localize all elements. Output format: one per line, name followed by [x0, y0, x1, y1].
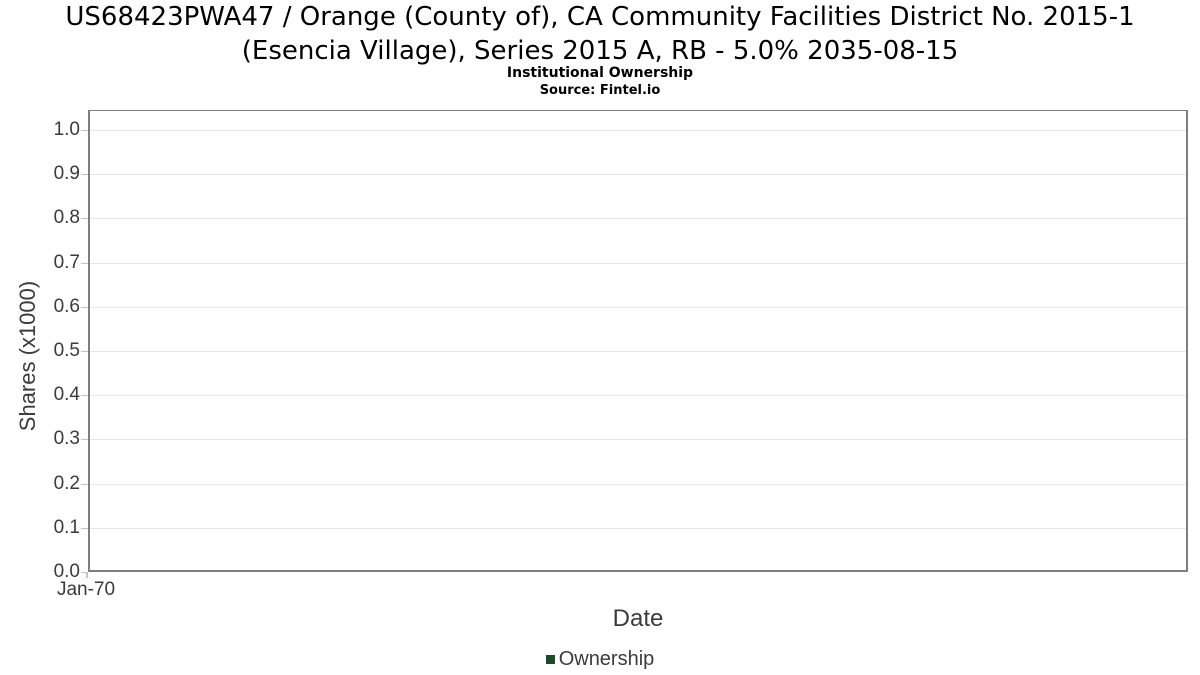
y-tick-label: 0.2 [53, 473, 80, 494]
gridline [90, 395, 1186, 396]
y-tick-mark [81, 130, 88, 131]
x-tick-label: Jan-70 [56, 579, 116, 600]
y-tick-mark [81, 572, 88, 573]
chart-title-line1: US68423PWA47 / Orange (County of), CA Co… [65, 2, 1135, 32]
legend-label: Ownership [558, 648, 655, 670]
y-tick-mark [81, 263, 88, 264]
y-tick-label: 0.5 [53, 340, 80, 361]
y-tick-mark [81, 528, 88, 529]
y-tick-mark [81, 484, 88, 485]
y-tick-label: 0.7 [53, 252, 80, 273]
chart-source-note: Source: Fintel.io [539, 83, 661, 98]
y-tick-mark [81, 174, 88, 175]
y-tick-mark [81, 218, 88, 219]
x-axis-label: Date [612, 605, 664, 632]
gridline [90, 484, 1186, 485]
y-tick-label: 0.9 [53, 163, 80, 184]
chart-title-line2: (Esencia Village), Series 2015 A, RB - 5… [241, 36, 959, 66]
gridline [90, 439, 1186, 440]
y-tick-mark [81, 351, 88, 352]
y-tick-label: 0.8 [53, 207, 80, 228]
y-tick-label: 0.4 [53, 384, 80, 405]
legend-marker-square [545, 654, 555, 664]
gridline [90, 174, 1186, 175]
y-tick-label: 0.6 [53, 296, 80, 317]
y-tick-label: 0.3 [53, 428, 80, 449]
y-tick-label: 1.0 [53, 119, 80, 140]
y-tick-mark [81, 439, 88, 440]
y-tick-label: 0.0 [53, 561, 80, 582]
gridline [90, 307, 1186, 308]
gridline [90, 528, 1186, 529]
y-tick-mark [81, 307, 88, 308]
x-tick-mark [86, 573, 88, 578]
legend: Ownership [0, 646, 1200, 672]
chart-subtitle: Institutional Ownership [506, 65, 694, 81]
gridline [90, 130, 1186, 131]
gridline [90, 351, 1186, 352]
gridline [90, 263, 1186, 264]
y-tick-mark [81, 395, 88, 396]
y-tick-label: 0.1 [53, 517, 80, 538]
chart-title: US68423PWA47 / Orange (County of), CA Co… [0, 0, 1200, 68]
plot-area [88, 110, 1188, 572]
gridline [90, 218, 1186, 219]
